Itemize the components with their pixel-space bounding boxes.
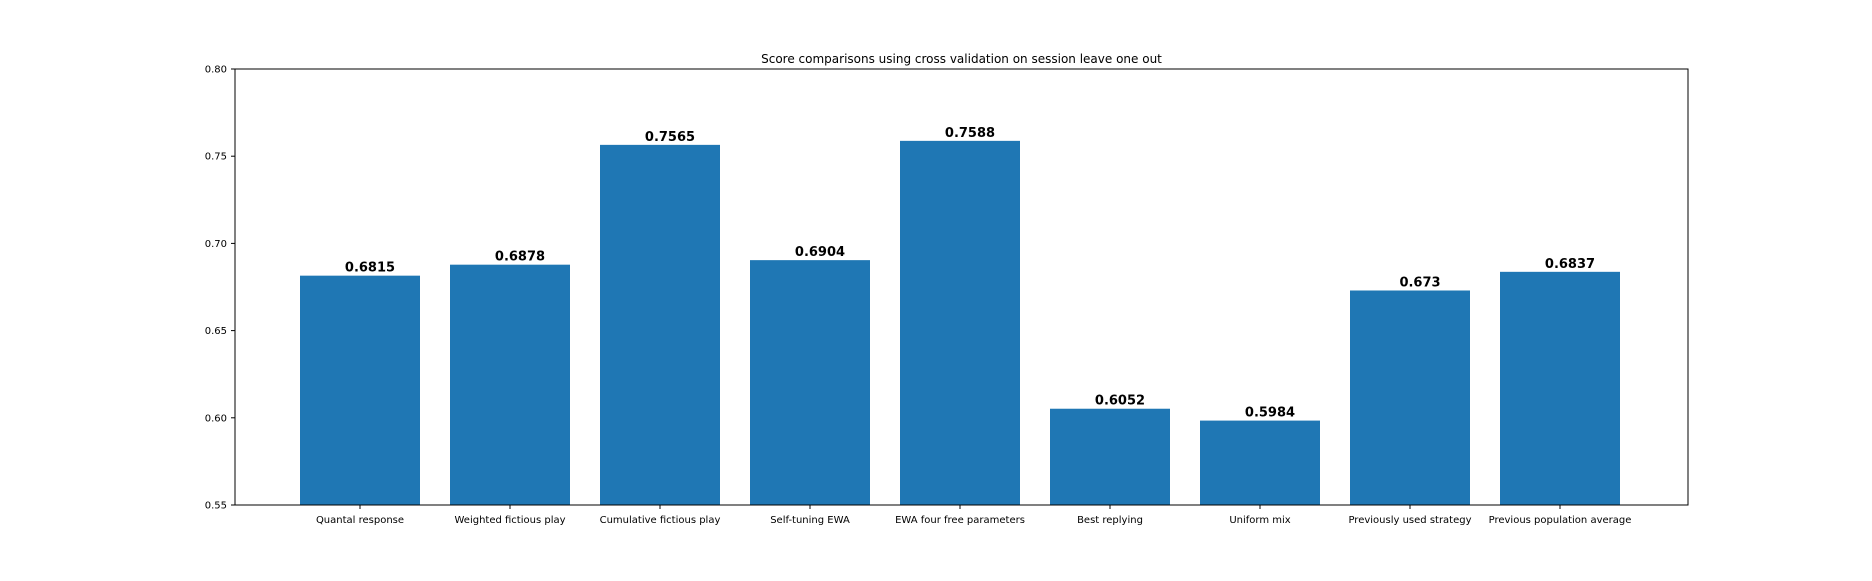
y-tick-label: 0.75 bbox=[205, 152, 227, 163]
x-tick-label: Previously used strategy bbox=[1348, 515, 1471, 526]
data-label: 0.7588 bbox=[945, 126, 995, 141]
bar bbox=[1350, 290, 1470, 505]
data-label: 0.6837 bbox=[1545, 257, 1595, 272]
x-tick-label: Previous population average bbox=[1489, 515, 1632, 526]
data-label: 0.6878 bbox=[495, 250, 545, 265]
y-tick-label: 0.60 bbox=[205, 413, 227, 424]
x-tick-label: Self-tuning EWA bbox=[770, 515, 850, 526]
y-tick-label: 0.70 bbox=[205, 239, 227, 250]
data-label: 0.5984 bbox=[1245, 406, 1295, 421]
data-label: 0.6904 bbox=[795, 245, 845, 260]
x-tick-label: Uniform mix bbox=[1229, 515, 1290, 526]
axes-layer: Quantal response Weighted fictious play Cu… bbox=[205, 65, 1689, 526]
bar bbox=[1050, 408, 1170, 505]
x-tick-label: EWA four free parameters bbox=[895, 515, 1025, 526]
chart-title: Score comparisons using cross validation… bbox=[761, 52, 1162, 66]
x-tick-label: Weighted fictious play bbox=[454, 515, 565, 526]
data-label: 0.6815 bbox=[345, 261, 395, 276]
bar bbox=[1500, 271, 1620, 505]
bar bbox=[900, 140, 1020, 506]
bar bbox=[600, 144, 720, 505]
y-tick-label: 0.65 bbox=[205, 326, 227, 337]
bar bbox=[300, 275, 420, 505]
y-tick-label: 0.80 bbox=[205, 65, 227, 76]
bar bbox=[1200, 420, 1320, 505]
x-tick-label: Quantal response bbox=[316, 515, 404, 526]
data-labels-layer: 0.6815 0.6878 0.7565 0.6904 0.7588 0.6052 0.59… bbox=[345, 126, 1595, 421]
x-tick-label: Best replying bbox=[1077, 515, 1143, 526]
y-tick-label: 0.55 bbox=[205, 501, 227, 512]
data-label: 0.673 bbox=[1399, 275, 1440, 290]
bars-layer bbox=[300, 140, 1620, 506]
data-label: 0.7565 bbox=[645, 130, 695, 145]
bar bbox=[750, 260, 870, 505]
bar bbox=[450, 264, 570, 505]
data-label: 0.6052 bbox=[1095, 394, 1145, 409]
plot-frame bbox=[234, 68, 1689, 506]
x-tick-label: Cumulative fictious play bbox=[600, 515, 721, 526]
